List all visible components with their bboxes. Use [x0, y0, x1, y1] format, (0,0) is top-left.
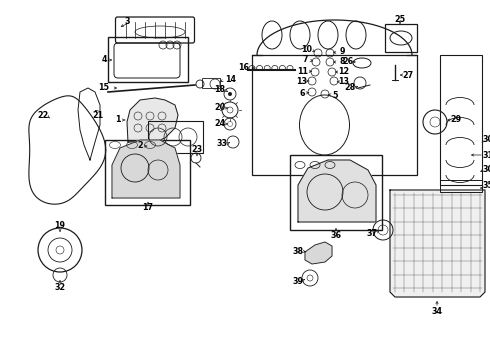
Text: 1: 1	[115, 116, 121, 125]
Text: 37: 37	[367, 229, 377, 238]
Bar	[252, 55, 417, 175]
Bar	[105, 140, 190, 205]
Bar	[440, 55, 482, 185]
Text: 18: 18	[215, 85, 225, 94]
Text: 24: 24	[215, 120, 225, 129]
Bar	[108, 37, 188, 82]
Text: 8: 8	[339, 58, 345, 67]
Text: 20: 20	[215, 104, 225, 112]
Text: 35: 35	[483, 180, 490, 189]
Text: 25: 25	[394, 15, 406, 24]
Bar	[440, 180, 482, 192]
Circle shape	[228, 92, 232, 96]
Text: 23: 23	[192, 145, 202, 154]
Text: 19: 19	[54, 220, 66, 230]
Text: 2: 2	[137, 141, 143, 150]
Text: 14: 14	[225, 75, 236, 84]
Text: 17: 17	[143, 203, 153, 212]
Bar	[148, 121, 203, 153]
Text: 30: 30	[483, 135, 490, 144]
Text: 36: 36	[330, 230, 342, 239]
Polygon shape	[298, 160, 376, 222]
Text: 7: 7	[302, 55, 308, 64]
Text: 5: 5	[332, 90, 338, 99]
Text: 28: 28	[344, 84, 356, 93]
Text: 11: 11	[297, 67, 309, 76]
Text: 6: 6	[299, 89, 305, 98]
Text: 29: 29	[450, 116, 461, 125]
Text: 3: 3	[124, 18, 130, 27]
Bar	[202, 78, 220, 88]
Text: 9: 9	[339, 48, 345, 57]
Text: 13: 13	[339, 77, 349, 86]
Text: 15: 15	[98, 84, 109, 93]
Text: 13: 13	[296, 77, 308, 85]
Text: 22: 22	[37, 111, 49, 120]
Text: 30: 30	[483, 166, 490, 175]
Text: 39: 39	[293, 278, 303, 287]
Polygon shape	[390, 190, 485, 297]
Bar	[290, 155, 382, 230]
Text: 33: 33	[217, 139, 227, 148]
Text: 31: 31	[483, 150, 490, 159]
Text: 4: 4	[101, 55, 107, 64]
Text: 26: 26	[343, 58, 354, 67]
Text: 32: 32	[54, 283, 66, 292]
Text: 27: 27	[402, 71, 414, 80]
Text: 12: 12	[339, 68, 349, 77]
Polygon shape	[127, 98, 178, 142]
Text: 34: 34	[432, 307, 442, 316]
Text: 38: 38	[293, 247, 304, 256]
Polygon shape	[305, 242, 332, 264]
Polygon shape	[112, 140, 180, 198]
Text: 16: 16	[239, 63, 249, 72]
Text: 10: 10	[301, 45, 313, 54]
Bar	[385, 24, 417, 52]
Text: 21: 21	[93, 111, 103, 120]
